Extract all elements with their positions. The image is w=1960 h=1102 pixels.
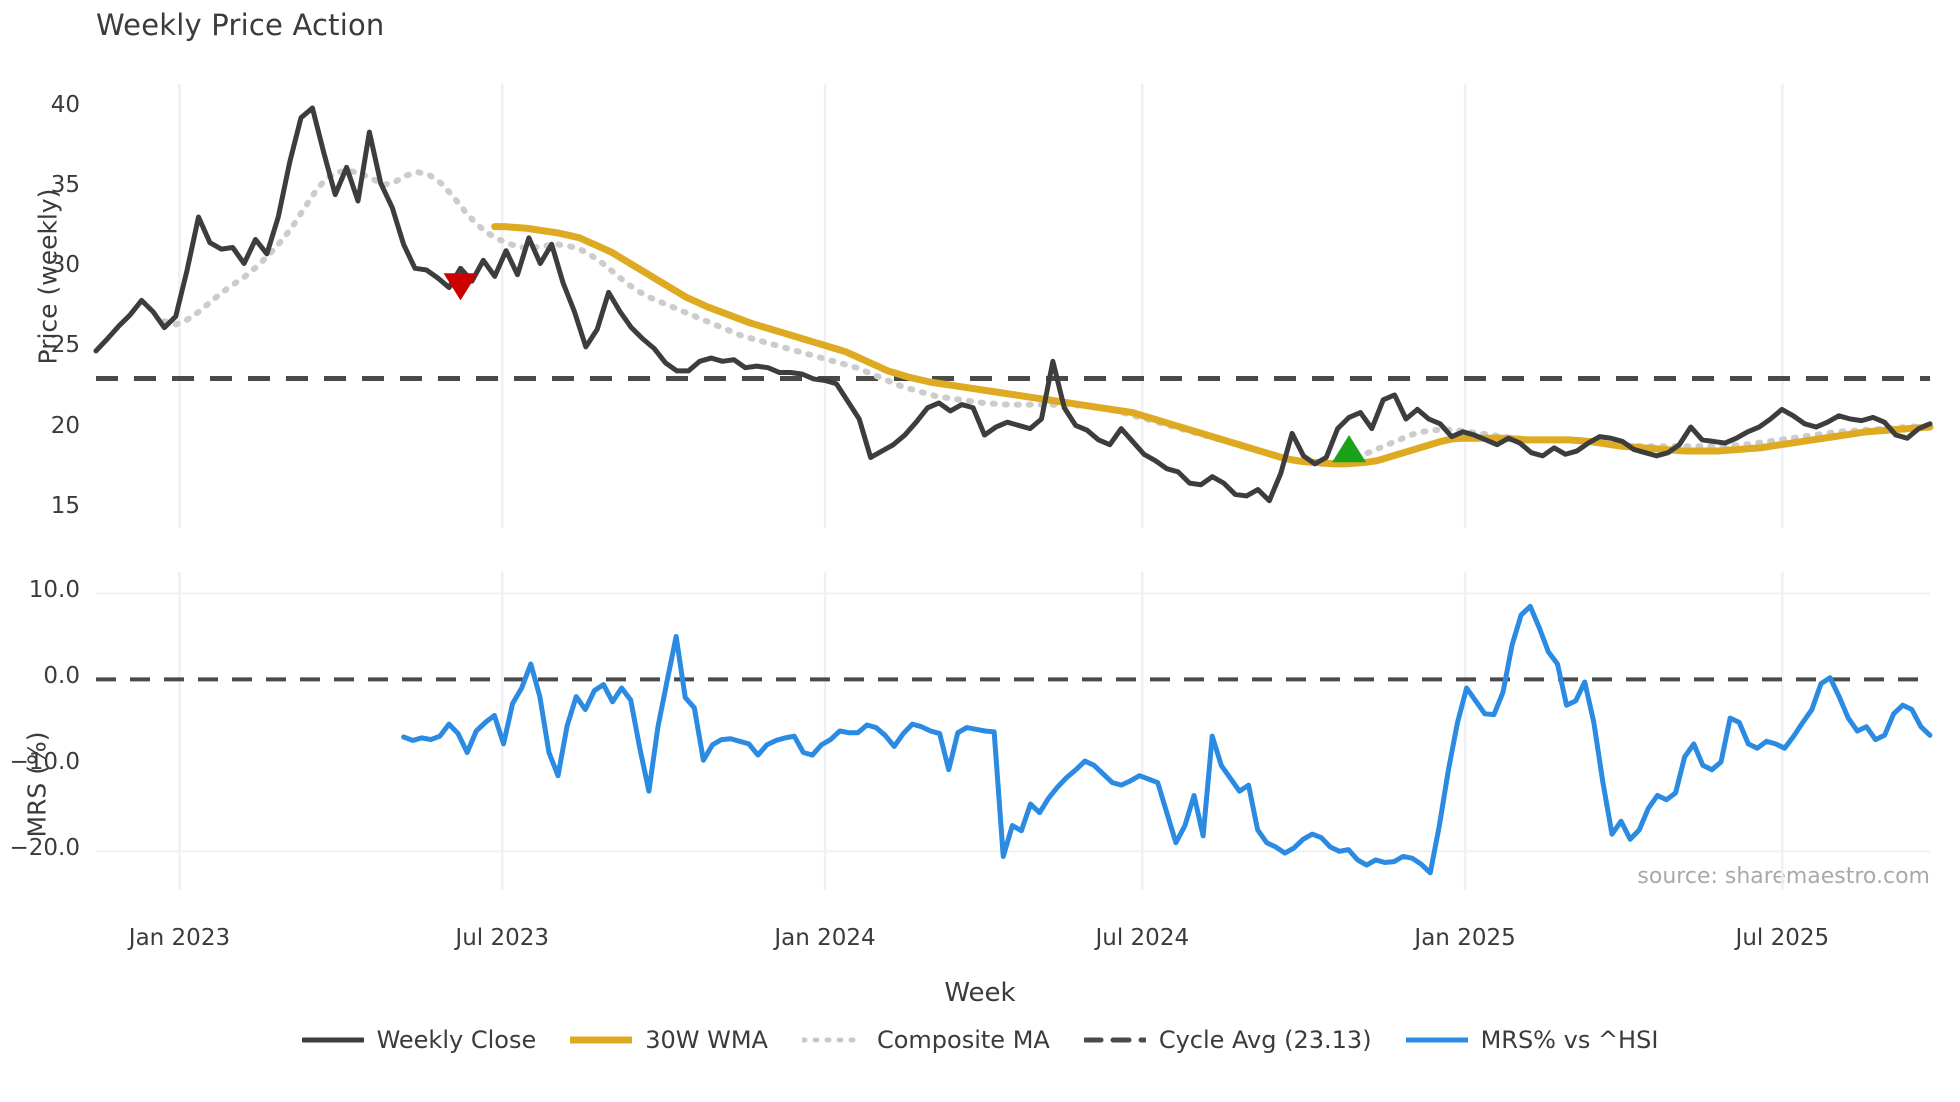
legend-label-2: Composite MA	[876, 1026, 1050, 1054]
price-ytick-4: 20	[50, 412, 80, 439]
price-ytick-1: 35	[50, 172, 80, 199]
x-tick-2: Jan 2024	[774, 925, 876, 951]
mrs-ytick-0: 10.0	[28, 577, 80, 604]
legend-item-2[interactable]: Composite MA	[801, 1026, 1050, 1054]
legend-item-3[interactable]: Cycle Avg (23.13)	[1083, 1026, 1372, 1054]
legend-item-0[interactable]: Weekly Close	[301, 1026, 537, 1054]
price-ytick-2: 30	[50, 252, 80, 279]
price-ytick-0: 40	[50, 92, 80, 119]
x-axis-label: Week	[944, 978, 1016, 1008]
legend-label-0: Weekly Close	[376, 1026, 537, 1054]
legend-label-4: MRS% vs ^HSI	[1480, 1026, 1659, 1054]
price-ytick-5: 15	[50, 492, 80, 519]
legend-swatch-icon-2	[801, 1031, 864, 1049]
legend-label-3: Cycle Avg (23.13)	[1158, 1026, 1372, 1054]
mrs-ytick-1: 0.0	[43, 663, 80, 690]
x-tick-3: Jul 2024	[1095, 925, 1190, 951]
series-mrs	[401, 603, 1933, 876]
legend-swatch-icon-1	[570, 1031, 633, 1049]
series-weekly-close	[93, 105, 1933, 504]
chart-title: Weekly Price Action	[96, 8, 385, 42]
legend-swatch-icon-3	[1083, 1031, 1146, 1049]
series-30w-wma	[491, 223, 1934, 468]
chart-legend: Weekly Close 30W WMA Composite MA Cycle Avg…	[0, 1026, 1960, 1054]
legend-swatch-icon-0	[301, 1031, 364, 1049]
buy-signal-marker	[1332, 435, 1367, 463]
price-ytick-3: 25	[50, 332, 80, 359]
legend-swatch-icon-4	[1405, 1031, 1468, 1049]
mrs-ytick-2: −10.0	[9, 749, 80, 776]
series-composite-ma	[161, 167, 1933, 467]
x-tick-0: Jan 2023	[128, 925, 231, 951]
mrs-ytick-3: −20.0	[9, 835, 80, 862]
x-tick-1: Jul 2023	[455, 925, 550, 951]
source-watermark: source: sharemaestro.com	[1637, 864, 1930, 889]
legend-item-4[interactable]: MRS% vs ^HSI	[1405, 1026, 1659, 1054]
legend-label-1: 30W WMA	[645, 1026, 768, 1054]
x-tick-5: Jul 2025	[1735, 925, 1830, 951]
sell-signal-marker	[443, 273, 478, 301]
legend-item-1[interactable]: 30W WMA	[570, 1026, 768, 1054]
x-tick-4: Jan 2025	[1414, 925, 1516, 951]
